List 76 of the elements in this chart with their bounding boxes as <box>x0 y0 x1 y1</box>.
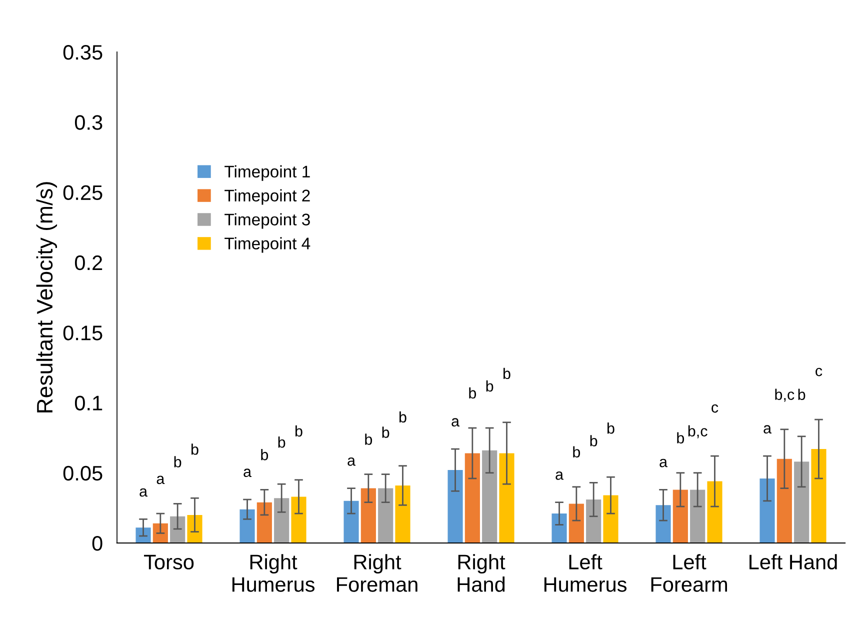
annotation: b <box>469 387 476 399</box>
bar <box>291 496 306 543</box>
annotation: b <box>365 434 372 445</box>
bar <box>672 490 688 543</box>
bar <box>760 478 775 543</box>
y-tick-label: 0.05 <box>63 466 102 481</box>
y-axis-title: Resultant Velocity (m/s) <box>36 182 58 412</box>
bar <box>170 516 186 543</box>
annotation: a <box>556 471 564 480</box>
bar <box>378 488 394 543</box>
x-tick-label: Left Humerus <box>544 554 627 592</box>
annotation: b <box>295 425 302 437</box>
bar <box>794 462 810 543</box>
annotation: b <box>191 444 198 455</box>
annotation: b <box>399 411 406 423</box>
annotation: b,c <box>688 425 708 438</box>
bar <box>552 514 567 543</box>
annotation: b <box>174 456 182 468</box>
x-tick-label: Torso <box>144 554 194 570</box>
y-tick-label: 0.3 <box>74 115 102 130</box>
bar <box>568 504 584 543</box>
y-tick-label: 0.1 <box>74 396 102 410</box>
bar <box>586 500 602 543</box>
annotation: a <box>452 418 460 427</box>
bar <box>690 490 706 543</box>
annotation: c <box>816 368 822 376</box>
y-tick-label: 0.15 <box>63 326 102 340</box>
bar <box>187 514 202 543</box>
bar <box>395 485 410 543</box>
annotation: b <box>486 380 494 392</box>
annotation: a <box>660 458 668 468</box>
bar <box>656 505 671 543</box>
y-tick-label: 0 <box>92 536 102 551</box>
bar <box>240 509 255 543</box>
bar <box>603 495 618 543</box>
bar <box>152 523 168 543</box>
bar <box>482 450 498 543</box>
x-tick-label: Right Foreman <box>337 554 418 592</box>
annotation: b <box>573 446 580 458</box>
bar <box>448 470 463 543</box>
legend-label: Timepoint 4 <box>224 237 310 253</box>
bar <box>274 498 290 543</box>
bar <box>136 528 151 543</box>
annotation: b <box>607 422 614 434</box>
bar <box>811 449 826 543</box>
x-tick-label: Left Forearm <box>651 554 727 592</box>
annotation: b,c <box>775 388 794 402</box>
annotation: a <box>348 457 356 466</box>
x-tick-label: Left Hand <box>750 554 837 570</box>
annotation: c <box>712 404 718 413</box>
bar <box>776 458 792 543</box>
y-tick-label: 0.25 <box>63 185 102 200</box>
annotation: b <box>798 388 806 400</box>
x-tick-label: Right Hand <box>458 554 506 592</box>
annotation: b <box>261 449 268 460</box>
annotation: b <box>382 426 390 438</box>
bar <box>360 488 376 543</box>
x-tick-label: Right Humerus <box>232 554 315 592</box>
bar <box>344 500 359 543</box>
legend-label: Timepoint 3 <box>224 213 310 229</box>
bar <box>256 502 272 543</box>
bar <box>707 481 722 543</box>
bar <box>464 453 480 543</box>
legend-label: Timepoint 2 <box>224 189 310 205</box>
y-tick-label: 0.35 <box>63 45 102 60</box>
annotation: b <box>590 435 598 446</box>
annotation: a <box>244 468 252 478</box>
annotation: b <box>278 436 286 448</box>
annotation: a <box>140 488 148 497</box>
annotation: a <box>156 476 165 484</box>
bar <box>499 453 514 543</box>
annotation: b <box>503 368 510 380</box>
annotation: b <box>677 432 684 444</box>
annotation: a <box>764 425 772 434</box>
y-tick-label: 0.2 <box>74 255 102 270</box>
legend-label: Timepoint 1 <box>224 165 310 181</box>
